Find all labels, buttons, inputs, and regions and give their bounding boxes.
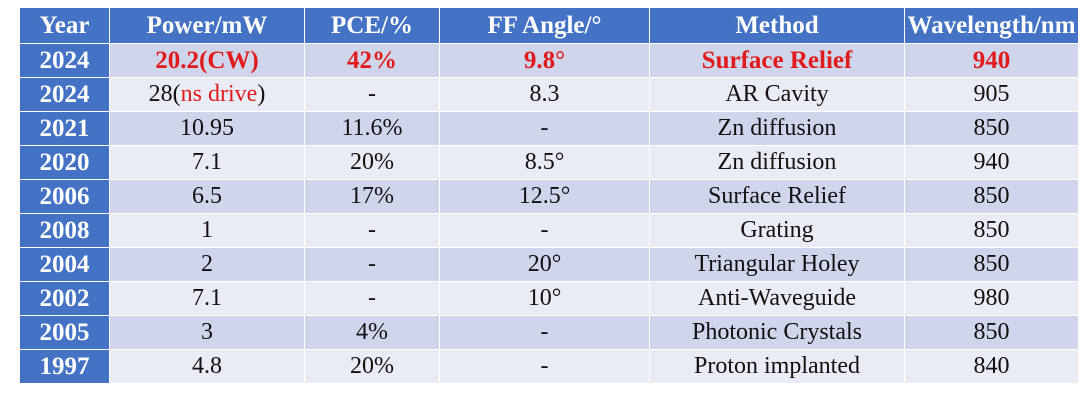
cell-year: 2005: [19, 315, 110, 350]
table-row: 2005 3 4% - Photonic Crystals 850: [19, 315, 1079, 350]
table-row: 2004 2-20° Triangular Holey 850: [19, 247, 1079, 282]
table-row: 2024 20.2(CW) 42% 9.8° Surface Relief 940: [19, 43, 1079, 78]
cell-ff-angle: -: [439, 315, 650, 350]
cell-wavelength: 940: [904, 43, 1079, 78]
cell-pce: 17%: [304, 179, 440, 214]
cell-wavelength: 850: [904, 111, 1079, 146]
table-body: 2024 20.2(CW) 42% 9.8° Surface Relief 940 2024…: [19, 43, 1079, 384]
cell-wavelength: 980: [904, 281, 1079, 316]
cell-power: 20.2(CW): [109, 43, 305, 78]
cell-power: 4.8: [109, 349, 305, 384]
cell-pce: 20%: [304, 145, 440, 180]
table-row: 1997 4.8 20% - Proton implanted 840: [19, 349, 1079, 384]
cell-ff-angle: -: [439, 111, 650, 146]
cell-power: 3: [109, 315, 305, 350]
cell-ff-angle: 12.5°: [439, 179, 650, 214]
cell-pce: 42%: [304, 43, 440, 78]
cell-pce: -: [304, 213, 440, 248]
cell-ff-angle: -: [439, 213, 650, 248]
table-row: 2024 28(ns drive) -8.3 AR Cavity 905: [19, 77, 1079, 112]
cell-wavelength: 850: [904, 315, 1079, 350]
cell-method: Zn diffusion: [649, 111, 905, 146]
cell-year: 2008: [19, 213, 110, 248]
cell-ff-angle: -: [439, 349, 650, 384]
cell-wavelength: 850: [904, 247, 1079, 282]
cell-year: 2020: [19, 145, 110, 180]
cell-power: 28(ns drive): [109, 77, 305, 112]
header-power: Power/mW: [109, 7, 305, 44]
header-year: Year: [19, 7, 110, 44]
cell-pce: 20%: [304, 349, 440, 384]
cell-pce: 11.6%: [304, 111, 440, 146]
cell-method: Grating: [649, 213, 905, 248]
cell-wavelength: 840: [904, 349, 1079, 384]
header-ff-angle: FF Angle/°: [439, 7, 650, 44]
cell-ff-angle: 10°: [439, 281, 650, 316]
table-row: 2006 6.5 17% 12.5° Surface Relief 850: [19, 179, 1079, 214]
cell-year: 1997: [19, 349, 110, 384]
cell-pce: -: [304, 77, 440, 112]
cell-ff-angle: 8.5°: [439, 145, 650, 180]
cell-method: Photonic Crystals: [649, 315, 905, 350]
cell-method: AR Cavity: [649, 77, 905, 112]
cell-power: 6.5: [109, 179, 305, 214]
cell-ff-angle: 9.8°: [439, 43, 650, 78]
cell-method: Anti-Waveguide: [649, 281, 905, 316]
cell-power: 7.1: [109, 145, 305, 180]
cell-year: 2024: [19, 77, 110, 112]
cell-method: Proton implanted: [649, 349, 905, 384]
cell-method: Surface Relief: [649, 179, 905, 214]
header-pce: PCE/%: [304, 7, 440, 44]
cell-method: Triangular Holey: [649, 247, 905, 282]
cell-wavelength: 905: [904, 77, 1079, 112]
header-row: Year Power/mW PCE/% FF Angle/° Method Wa…: [19, 7, 1079, 44]
cell-year: 2002: [19, 281, 110, 316]
power-suffix: ): [257, 81, 266, 107]
cell-wavelength: 940: [904, 145, 1079, 180]
table-row: 2021 10.95 11.6% - Zn diffusion 850: [19, 111, 1079, 146]
cell-pce: -: [304, 247, 440, 282]
cell-pce: -: [304, 281, 440, 316]
cell-power: 1: [109, 213, 305, 248]
table-row: 2008 1- - Grating 850: [19, 213, 1079, 248]
cell-method: Surface Relief: [649, 43, 905, 78]
cell-power: 10.95: [109, 111, 305, 146]
cell-year: 2021: [19, 111, 110, 146]
table-row: 2020 7.1 20% 8.5° Zn diffusion 940: [19, 145, 1079, 180]
power-note: ns drive: [180, 81, 258, 107]
table-row: 2002 7.1-10° Anti-Waveguide 980: [19, 281, 1079, 316]
header-method: Method: [649, 7, 905, 44]
header-wavelength: Wavelength/nm: [904, 7, 1079, 44]
comparison-table: Year Power/mW PCE/% FF Angle/° Method Wa…: [19, 7, 1079, 384]
power-value: 28(: [148, 81, 181, 107]
cell-method: Zn diffusion: [649, 145, 905, 180]
cell-pce: 4%: [304, 315, 440, 350]
cell-ff-angle: 20°: [439, 247, 650, 282]
cell-power: 7.1: [109, 281, 305, 316]
cell-year: 2024: [19, 43, 110, 78]
cell-wavelength: 850: [904, 213, 1079, 248]
cell-year: 2006: [19, 179, 110, 214]
cell-ff-angle: 8.3: [439, 77, 650, 112]
cell-power: 2: [109, 247, 305, 282]
cell-wavelength: 850: [904, 179, 1079, 214]
cell-year: 2004: [19, 247, 110, 282]
